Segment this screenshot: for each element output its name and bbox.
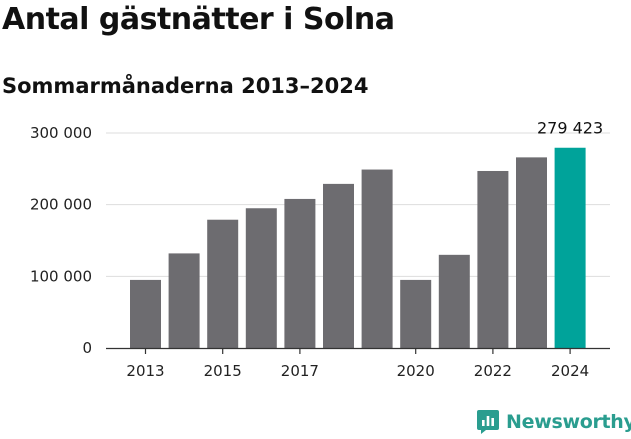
data-labels: 279 423 [537, 119, 603, 138]
bar-2019 [361, 169, 393, 348]
y-axis-ticks: 0 100 000 200 000 300 000 [30, 124, 92, 357]
x-tick-label: 2020 [397, 362, 435, 380]
bar-2017 [284, 198, 316, 348]
x-axis-ticks: 2013 2015 2017 2020 2022 2024 [106, 347, 610, 380]
bar-2016 [245, 208, 277, 348]
bars [130, 147, 586, 348]
bar-2021 [438, 254, 470, 348]
brand-logo: Newsworthy [476, 409, 631, 435]
brand-name: Newsworthy [506, 411, 631, 433]
x-tick-label: 2015 [204, 362, 242, 380]
bar-2015 [207, 219, 239, 348]
data-label: 279 423 [537, 119, 603, 138]
bar-2013 [130, 279, 161, 348]
bar-2023 [516, 157, 547, 348]
bar-chart-logo-icon [477, 410, 499, 434]
y-tick-label: 300 000 [30, 124, 92, 142]
bar-2024 [554, 147, 586, 348]
bar-2018 [323, 183, 354, 348]
chart-subtitle: Sommarmånaderna 2013–2024 [2, 74, 369, 98]
y-tick-label: 200 000 [30, 196, 92, 214]
chart-title: Antal gästnätter i Solna [2, 2, 395, 37]
x-tick-label: 2013 [126, 362, 164, 380]
x-tick-label: 2017 [281, 362, 319, 380]
y-tick-label: 100 000 [30, 267, 92, 285]
x-tick-label: 2024 [551, 362, 589, 380]
y-tick-label: 0 [82, 339, 92, 357]
bar-2014 [168, 253, 200, 348]
bar-2020 [400, 279, 432, 348]
bar-2022 [477, 170, 509, 348]
x-tick-label: 2022 [474, 362, 512, 380]
